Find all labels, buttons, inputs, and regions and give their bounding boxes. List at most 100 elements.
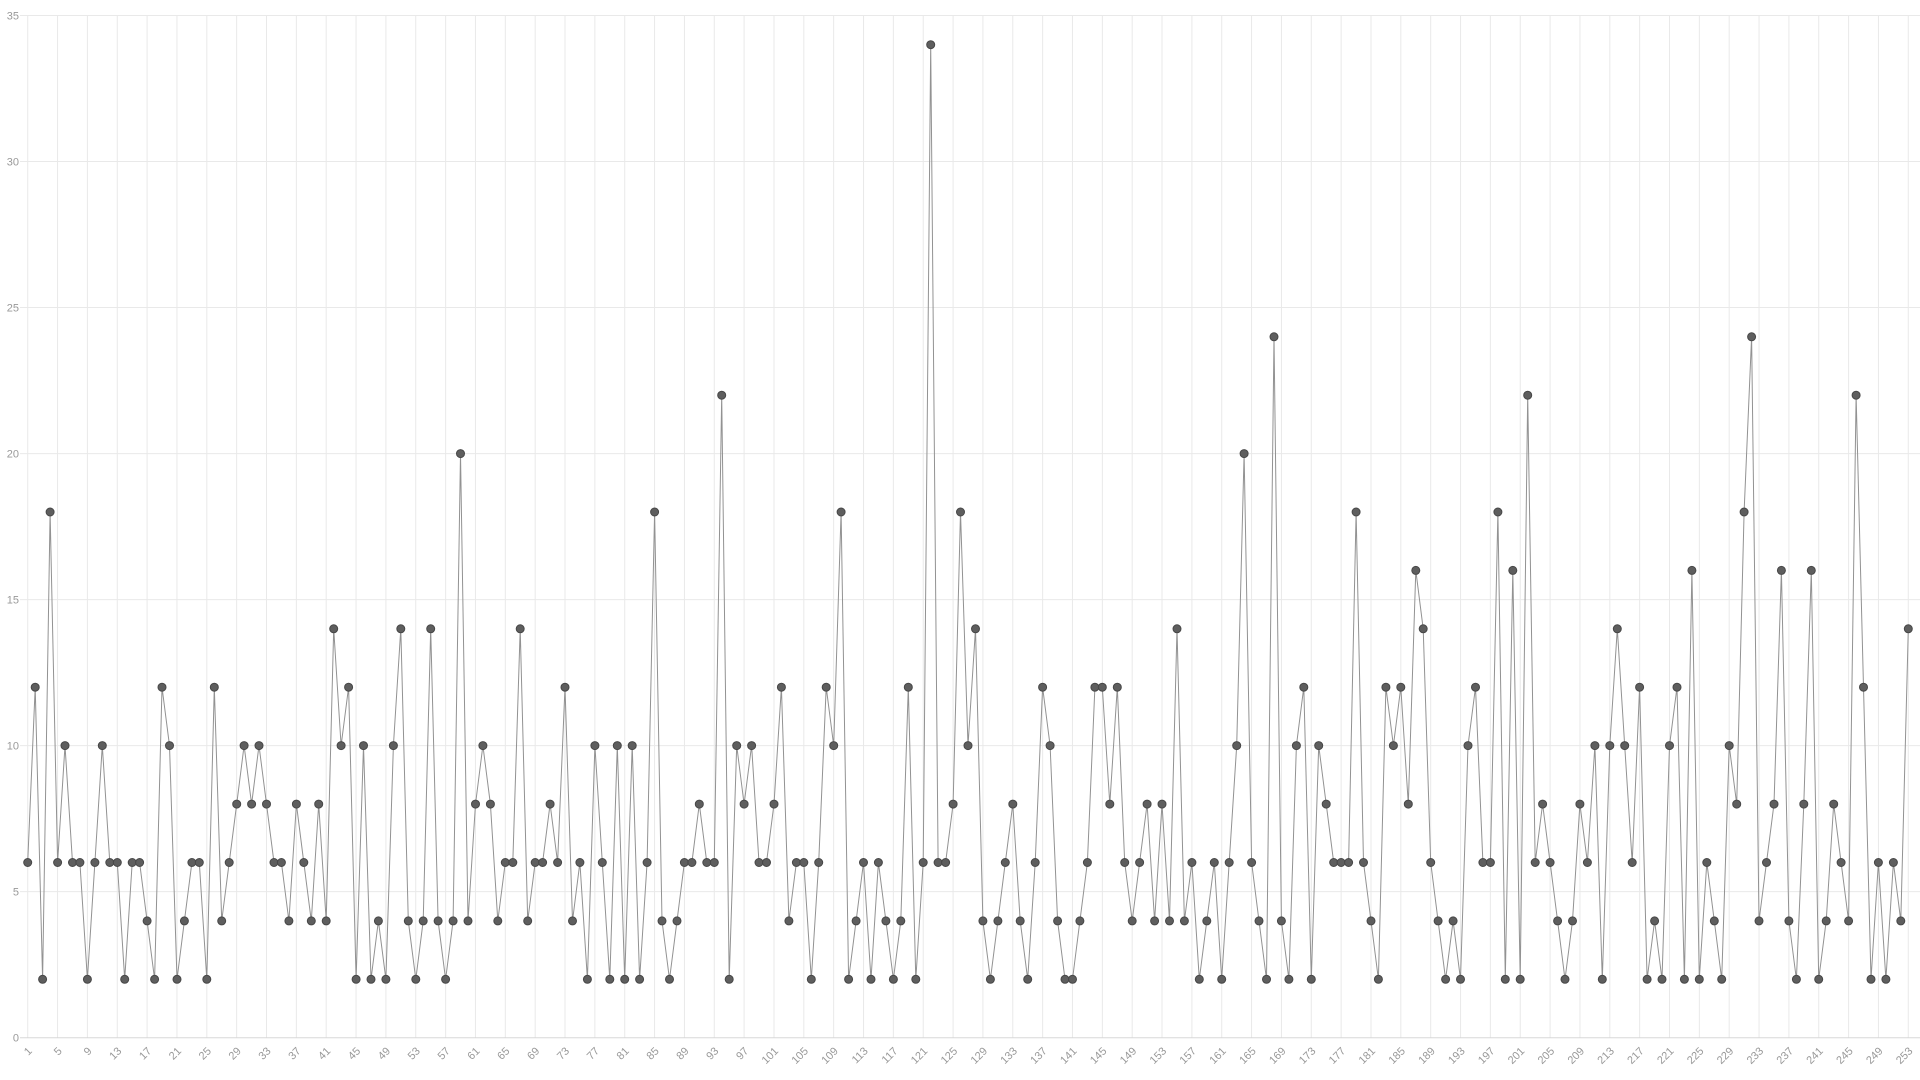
data-point[interactable]: [859, 858, 868, 867]
data-point[interactable]: [1732, 799, 1742, 809]
data-point[interactable]: [1814, 974, 1824, 984]
data-point[interactable]: [344, 682, 354, 692]
data-point[interactable]: [1829, 799, 1839, 809]
data-point[interactable]: [1806, 565, 1816, 575]
data-point[interactable]: [620, 974, 630, 984]
data-point[interactable]: [896, 916, 906, 926]
data-point[interactable]: [269, 858, 279, 867]
data-point[interactable]: [396, 624, 406, 634]
data-point[interactable]: [1739, 507, 1749, 517]
data-point[interactable]: [1903, 624, 1913, 634]
data-point[interactable]: [1844, 916, 1854, 926]
data-point[interactable]: [135, 858, 145, 867]
data-point[interactable]: [650, 507, 660, 517]
data-point[interactable]: [612, 741, 622, 751]
data-point[interactable]: [851, 916, 861, 926]
data-point[interactable]: [82, 974, 92, 984]
data-point[interactable]: [194, 858, 204, 867]
data-point[interactable]: [672, 916, 682, 926]
data-point[interactable]: [694, 799, 704, 809]
data-point[interactable]: [1411, 565, 1421, 575]
data-point[interactable]: [1456, 974, 1465, 984]
data-point[interactable]: [709, 858, 719, 867]
data-point[interactable]: [1575, 799, 1585, 809]
data-point[interactable]: [1799, 799, 1809, 809]
data-point[interactable]: [1127, 916, 1137, 926]
data-point[interactable]: [351, 974, 361, 984]
data-point[interactable]: [1709, 916, 1719, 926]
data-point[interactable]: [739, 799, 749, 809]
data-point[interactable]: [627, 741, 637, 751]
data-point[interactable]: [553, 858, 563, 867]
data-point[interactable]: [702, 858, 712, 867]
data-point[interactable]: [500, 858, 510, 867]
data-point[interactable]: [90, 858, 100, 867]
data-point[interactable]: [45, 507, 55, 517]
data-point[interactable]: [187, 858, 197, 867]
data-point[interactable]: [642, 858, 652, 867]
data-point[interactable]: [1650, 916, 1660, 926]
data-point[interactable]: [1702, 858, 1712, 867]
data-point[interactable]: [679, 858, 689, 867]
data-point[interactable]: [1888, 858, 1898, 867]
data-point[interactable]: [1179, 916, 1189, 926]
data-point[interactable]: [209, 682, 219, 692]
data-point[interactable]: [1187, 858, 1197, 867]
data-point[interactable]: [172, 974, 182, 984]
data-point[interactable]: [665, 974, 674, 984]
data-point[interactable]: [359, 741, 368, 751]
data-point[interactable]: [1015, 916, 1025, 926]
data-point[interactable]: [478, 741, 488, 751]
data-point[interactable]: [1433, 916, 1443, 926]
data-point[interactable]: [157, 682, 167, 692]
data-point[interactable]: [1635, 682, 1645, 692]
data-point[interactable]: [568, 916, 577, 926]
data-point[interactable]: [299, 858, 309, 867]
data-point[interactable]: [329, 624, 339, 634]
data-point[interactable]: [1090, 682, 1100, 692]
data-point[interactable]: [1821, 916, 1831, 926]
data-point[interactable]: [1694, 974, 1704, 984]
data-point[interactable]: [485, 799, 495, 809]
data-point[interactable]: [276, 858, 286, 867]
data-point[interactable]: [762, 858, 771, 867]
data-point[interactable]: [1030, 858, 1040, 867]
data-point[interactable]: [1068, 974, 1077, 984]
data-point[interactable]: [1508, 565, 1518, 575]
data-point[interactable]: [441, 974, 451, 984]
data-point[interactable]: [1396, 682, 1406, 692]
data-point[interactable]: [1291, 741, 1301, 751]
data-point[interactable]: [60, 741, 70, 751]
data-point[interactable]: [1194, 974, 1204, 984]
data-point[interactable]: [433, 916, 443, 926]
data-point[interactable]: [866, 974, 876, 984]
data-point[interactable]: [1784, 916, 1794, 926]
data-point[interactable]: [635, 974, 645, 984]
data-point[interactable]: [978, 916, 988, 926]
data-point[interactable]: [224, 858, 234, 867]
data-point[interactable]: [381, 974, 391, 984]
data-point[interactable]: [1687, 565, 1697, 575]
data-point[interactable]: [1217, 974, 1227, 984]
data-point[interactable]: [1075, 916, 1085, 926]
data-point[interactable]: [1344, 858, 1354, 867]
data-point[interactable]: [1530, 858, 1540, 867]
data-point[interactable]: [1359, 858, 1368, 867]
data-point[interactable]: [747, 741, 757, 751]
data-point[interactable]: [1142, 799, 1152, 809]
data-point[interactable]: [724, 974, 734, 984]
data-point[interactable]: [1717, 974, 1727, 984]
data-point[interactable]: [844, 974, 854, 984]
data-point[interactable]: [321, 916, 331, 926]
data-point[interactable]: [1657, 974, 1667, 984]
data-point[interactable]: [38, 974, 48, 984]
data-point[interactable]: [1082, 858, 1092, 867]
data-point[interactable]: [254, 741, 264, 751]
data-point[interactable]: [1418, 624, 1428, 634]
data-point[interactable]: [971, 624, 980, 634]
data-point[interactable]: [179, 916, 189, 926]
data-point[interactable]: [314, 799, 324, 809]
data-point[interactable]: [97, 741, 107, 751]
data-point[interactable]: [493, 916, 503, 926]
data-point[interactable]: [911, 974, 921, 984]
